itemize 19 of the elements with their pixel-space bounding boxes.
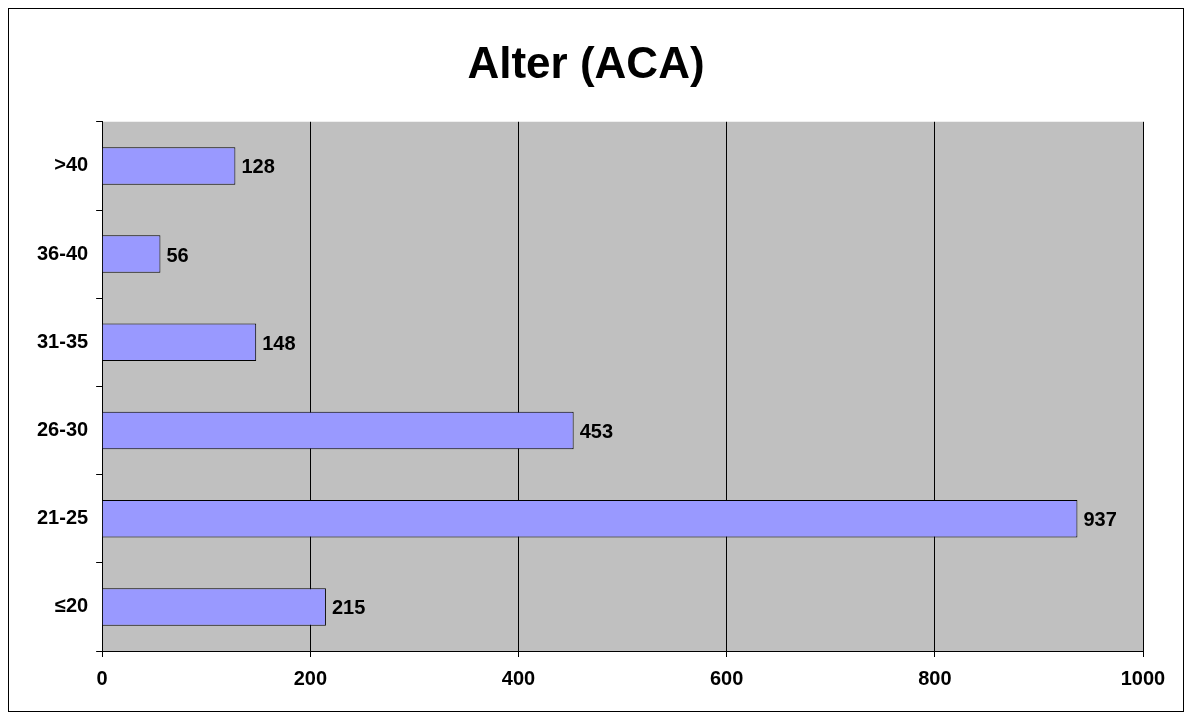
y-tick-label: 36-40 — [37, 241, 89, 264]
y-tick-label: 31-35 — [37, 329, 89, 352]
data-label: 215 — [331, 596, 366, 619]
x-tick-label: 800 — [918, 666, 952, 689]
y-tick-label: ≤20 — [54, 594, 89, 617]
y-tick-label: >40 — [54, 153, 89, 176]
x-tick-label: 400 — [501, 666, 536, 689]
x-tick-label: 1000 — [1120, 666, 1166, 689]
data-label: 148 — [262, 331, 296, 354]
x-tick-label: 200 — [293, 666, 328, 689]
y-tick-label: 21-25 — [37, 506, 89, 529]
x-tick-label: 600 — [709, 666, 744, 689]
data-label: 56 — [166, 243, 189, 266]
data-label: 937 — [1083, 508, 1117, 531]
x-tick-label: 0 — [96, 666, 108, 689]
y-tick-label: 26-30 — [37, 418, 89, 441]
chart-title: Alter (ACA) — [467, 37, 705, 87]
data-label: 453 — [579, 420, 614, 443]
data-label: 128 — [241, 155, 275, 178]
